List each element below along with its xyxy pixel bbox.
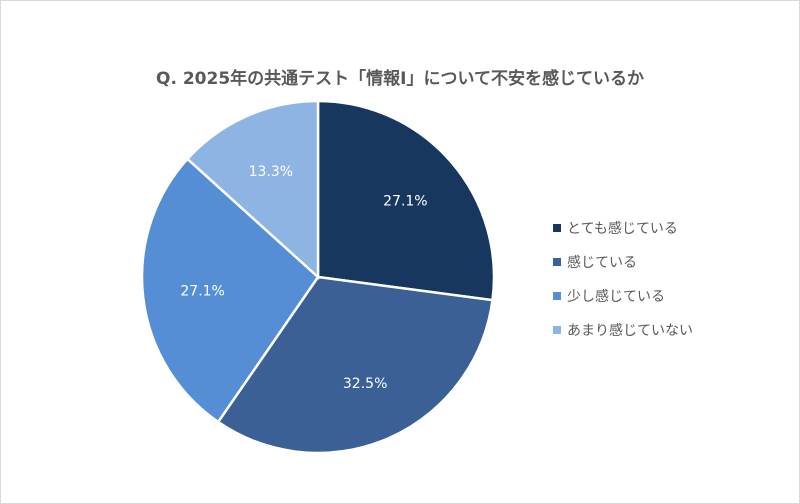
pie-slice-4 [185,99,320,280]
data-label-2: 32.5% [343,376,387,392]
legend-label-3: 少し感じている [567,288,665,305]
data-label-4: 13.3% [249,164,293,180]
chart-title: Q. 2025年の共通テスト「情報Ⅰ」について不安を感じているか [156,69,644,89]
pie-slice-1 [316,99,496,302]
legend-label-2: 感じている [567,254,637,271]
legend-label-4: あまり感じていない [567,322,693,339]
pie-slice-2 [216,275,494,455]
data-label-3: 27.1% [180,283,224,299]
data-label-1: 27.1% [383,193,427,209]
pie-slice-3 [140,157,320,424]
legend-swatch-4 [553,326,561,334]
legend-swatch-2 [553,258,561,266]
legend-swatch-1 [553,224,561,232]
legend-swatch-3 [553,292,561,300]
legend-label-1: とても感じている [567,220,678,237]
